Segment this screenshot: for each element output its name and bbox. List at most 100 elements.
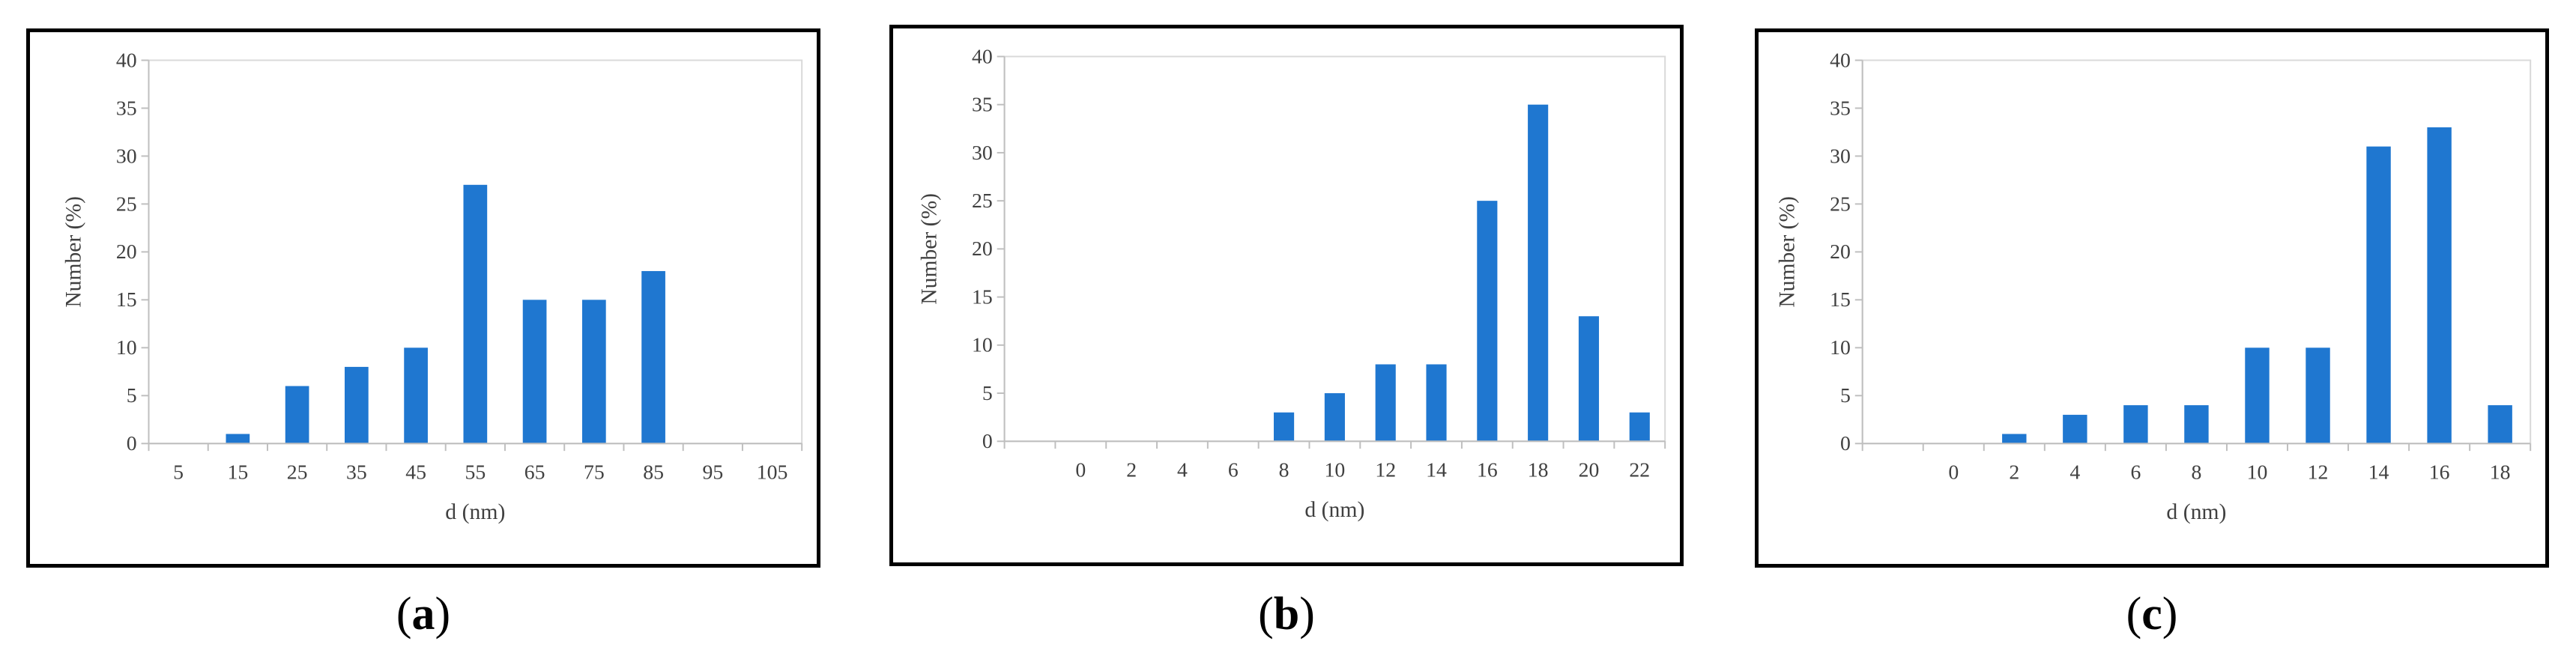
x-tick-label: 2 [1126,458,1137,482]
y-tick-label: 10 [1830,336,1851,359]
chart-svg-b: 0 5 10 15 20 25 30 35 40 0 2 4 6 8 10 12 14 16 18 20 22 d (nm… [917,44,1666,522]
x-tick-label: 16 [2429,461,2450,484]
x-tick-label: 35 [346,461,367,484]
x-tick-label: 6 [2130,461,2141,484]
y-axis-label: Number (%) [917,193,941,305]
x-tick-label: 6 [1228,458,1239,482]
y-tick-label: 40 [1830,48,1851,71]
x-tick-label: 105 [757,461,788,484]
caption-letter: b [1273,589,1300,640]
y-tick-label: 40 [116,48,137,71]
y-tick-label: 20 [972,237,993,260]
bar [2366,146,2391,444]
y-tick-label: 20 [1830,240,1851,263]
x-tick-label: 16 [1477,458,1498,482]
x-tick-label: 10 [1325,458,1346,482]
bar [1629,412,1650,442]
x-tick-label: 55 [465,461,486,484]
y-tick-label: 0 [127,431,137,455]
bar [1528,104,1549,442]
x-tick-label: 12 [1375,458,1396,482]
y-tick-label: 0 [1840,431,1851,455]
y-tick-label: 5 [127,383,137,407]
bar [1274,412,1295,442]
bar [285,386,309,444]
y-tick-label: 35 [116,96,137,119]
bar [2123,405,2148,444]
x-tick-label: 95 [702,461,723,484]
x-axis-label: d (nm) [1304,498,1364,522]
bar [2063,414,2087,444]
caption-c: (c) [2126,589,2178,640]
y-tick-label: 30 [1830,144,1851,167]
bar [2427,127,2452,444]
y-tick-label: 10 [972,333,993,356]
bar [2306,347,2330,444]
y-tick-label: 15 [1830,288,1851,311]
caption-letter: c [2141,589,2162,640]
bar [522,300,547,444]
bar [2245,347,2270,444]
x-tick-label: 20 [1579,458,1600,482]
y-tick-label: 30 [116,144,137,167]
y-axis-label: Number (%) [1775,196,1799,308]
chart-panel-b: 0 5 10 15 20 25 30 35 40 0 2 4 6 8 10 12 14 16 18 20 22 d (nm… [889,25,1684,566]
caption-b: (b) [1258,589,1315,640]
x-tick-label: 85 [643,461,664,484]
y-tick-label: 5 [1840,383,1851,407]
bar [404,347,428,444]
bar [1426,364,1447,442]
bar [1375,364,1396,442]
chart-panel-c: 0 5 10 15 20 25 30 35 40 0 2 4 6 8 10 12 14 16 18 d (nm) Num… [1755,28,2549,568]
y-tick-label: 10 [116,336,137,359]
chart-svg-c: 0 5 10 15 20 25 30 35 40 0 2 4 6 8 10 12 14 16 18 d (nm) Num… [1775,48,2532,524]
bar [641,270,665,444]
x-tick-label: 45 [405,461,426,484]
x-axis-label: d (nm) [445,500,505,524]
y-tick-label: 15 [972,285,993,309]
x-tick-label: 0 [1948,461,1959,484]
bar [463,184,488,444]
y-tick-label: 20 [116,240,137,263]
caption-letter: a [411,589,435,640]
x-tick-label: 12 [2308,461,2329,484]
x-tick-label: 75 [584,461,605,484]
x-tick-label: 14 [1426,458,1447,482]
x-tick-label: 25 [287,461,308,484]
x-tick-label: 10 [2247,461,2268,484]
x-tick-label: 2 [2009,461,2019,484]
x-tick-label: 15 [227,461,248,484]
caption-a: (a) [396,589,451,640]
x-tick-label: 8 [1279,458,1289,482]
bar [226,434,250,444]
y-tick-label: 25 [116,192,137,215]
y-tick-label: 5 [982,381,993,404]
x-tick-label: 22 [1629,458,1650,482]
y-axis-label: Number (%) [61,196,85,308]
bar [1324,393,1345,442]
bar [1477,201,1498,442]
bar [345,366,369,444]
y-tick-label: 40 [972,44,993,67]
y-tick-label: 25 [972,189,993,212]
x-axis-label: d (nm) [2166,500,2226,524]
plot-area [1003,55,1666,443]
x-tick-label: 4 [1177,458,1188,482]
x-tick-label: 0 [1075,458,1086,482]
x-tick-label: 65 [524,461,545,484]
y-tick-label: 30 [972,141,993,164]
x-tick-label: 18 [2490,461,2511,484]
x-tick-label: 18 [1528,458,1549,482]
bar [1578,316,1600,442]
bar [2002,434,2027,444]
y-tick-label: 0 [982,429,993,452]
y-tick-label: 35 [1830,96,1851,119]
x-tick-label: 5 [173,461,184,484]
chart-panel-a: 0 5 10 15 20 25 30 35 40 5 15 25 35 45 55 65 75 85 95 105 d … [26,28,820,568]
chart-svg-a: 0 5 10 15 20 25 30 35 40 5 15 25 35 45 55 65 75 85 95 105 d … [61,48,803,524]
bar [581,300,606,444]
bar [2488,405,2512,444]
y-tick-label: 15 [116,288,137,311]
x-tick-label: 8 [2192,461,2202,484]
x-tick-label: 14 [2368,461,2389,484]
